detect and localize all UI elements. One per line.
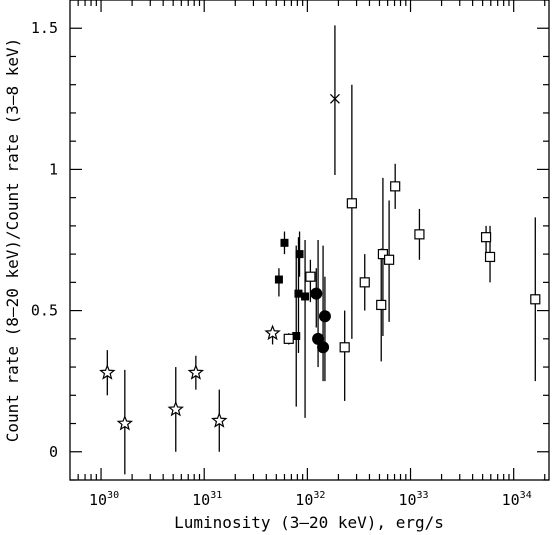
filled-circle-marker: [318, 310, 331, 323]
open-square-marker: [359, 277, 370, 288]
data-markers: [99, 93, 541, 431]
filled-circle-marker: [310, 287, 323, 300]
open-square-marker: [384, 254, 395, 265]
open-square-marker: [377, 249, 389, 260]
x-axis-ticks: 1030 1031 1032 1033 1034: [77, 0, 546, 509]
open-square-marker: [414, 229, 425, 240]
y-tick-label: 0.5: [31, 302, 58, 320]
filled-circle-marker: [317, 341, 330, 354]
x-tick-label: 1034: [502, 490, 532, 509]
y-axis-label: Count rate (8–20 keV)/Count rate (3–8 ke…: [3, 38, 22, 443]
open-square-marker: [305, 271, 316, 282]
plot-frame: [69, 0, 550, 481]
y-tick-label: 0: [49, 443, 58, 461]
open-square-marker: [283, 333, 294, 344]
filled-square-marker: [295, 250, 304, 259]
star-marker: [99, 364, 116, 380]
open-square-marker: [484, 251, 496, 263]
star-marker: [211, 412, 228, 428]
open-square-marker: [480, 232, 492, 243]
x-axis-label: Luminosity (3–20 keV), erg/s: [174, 513, 444, 532]
star-marker: [167, 400, 185, 417]
star-marker: [116, 414, 134, 431]
filled-square-marker: [274, 275, 283, 284]
x-tick-label: 1031: [192, 490, 222, 509]
y-tick-label: 1: [49, 160, 58, 178]
open-square-marker: [346, 198, 357, 209]
filled-square-marker: [294, 289, 303, 298]
x-tick-label: 1030: [89, 490, 119, 509]
open-square-marker: [390, 181, 401, 192]
y-tick-label: 1.5: [31, 19, 58, 37]
open-square-marker: [530, 294, 541, 305]
x-tick-label: 1033: [398, 490, 428, 509]
cross-marker: [329, 93, 340, 104]
star-marker: [264, 324, 281, 341]
open-square-marker: [376, 299, 387, 311]
open-square-marker: [339, 342, 350, 353]
x-tick-label: 1032: [295, 490, 325, 509]
filled-square-marker: [301, 292, 310, 301]
y-axis-ticks: 0 0.5 1 1.5: [31, 0, 549, 481]
star-marker: [187, 364, 205, 380]
filled-square-marker: [292, 332, 301, 340]
filled-square-marker: [280, 238, 289, 247]
